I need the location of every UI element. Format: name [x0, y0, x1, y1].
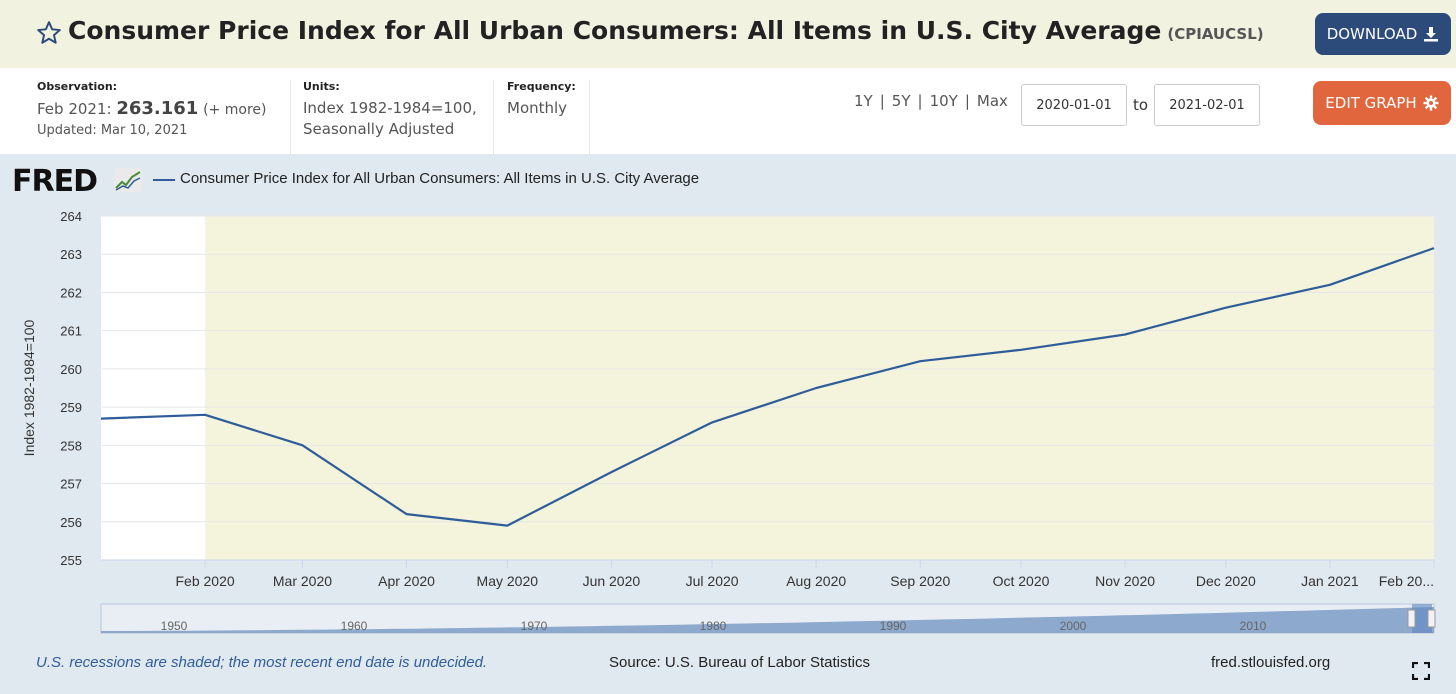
info-bar: Observation: Feb 2021: 263.161 (+ more) …: [0, 68, 1456, 154]
series-id: (CPIAUCSL): [1167, 25, 1264, 43]
to-label: to: [1133, 96, 1149, 114]
navigator-label: 1970: [521, 619, 548, 633]
x-tick-label: Jan 2021: [1301, 573, 1359, 589]
y-tick-label: 257: [60, 477, 82, 492]
range-max[interactable]: Max: [976, 92, 1008, 110]
divider: [290, 80, 291, 154]
divider: [589, 80, 590, 154]
x-tick-label: Nov 2020: [1095, 573, 1155, 589]
navigator-handle[interactable]: [1407, 609, 1416, 628]
x-tick-label: Sep 2020: [890, 573, 950, 589]
y-tick-label: 256: [60, 515, 82, 530]
units-line2: Seasonally Adjusted: [303, 120, 455, 138]
y-tick-label: 259: [60, 400, 82, 415]
fred-chart-icon: [114, 168, 142, 192]
x-tick-label: Jul 2020: [686, 573, 739, 589]
x-tick-label: Feb 2020: [176, 573, 235, 589]
range-10y[interactable]: 10Y: [929, 92, 958, 110]
legend-swatch: [153, 179, 175, 181]
y-tick-label: 261: [60, 324, 82, 339]
navigator-series: [101, 607, 1434, 633]
observation-more-link[interactable]: (+ more): [203, 102, 267, 118]
x-tick-label: Apr 2020: [378, 573, 435, 589]
range-selector: 1Y | 5Y | 10Y | Max: [854, 92, 1008, 110]
chart-area: FRED Consumer Price Index for All Urban …: [0, 154, 1456, 694]
navigator-label: 1950: [161, 619, 188, 633]
frequency-value: Monthly: [507, 99, 568, 117]
fred-logo[interactable]: FRED: [12, 164, 98, 199]
units-line1: Index 1982-1984=100,: [303, 99, 477, 117]
line-chart[interactable]: 255 256 257 258 259 260 261 262 263 264 Index 1982…: [0, 154, 1456, 644]
x-tick-label: Dec 2020: [1196, 573, 1256, 589]
star-icon[interactable]: [36, 20, 62, 46]
x-tick-label: Mar 2020: [273, 573, 332, 589]
observation-date: Feb 2021:: [37, 100, 112, 118]
range-1y[interactable]: 1Y: [854, 92, 873, 110]
x-tick-label: May 2020: [477, 573, 539, 589]
gear-icon: [1423, 95, 1439, 111]
navigator-handle[interactable]: [1427, 609, 1436, 628]
divider: [493, 80, 494, 154]
legend-label[interactable]: Consumer Price Index for All Urban Consu…: [180, 170, 700, 187]
fullscreen-icon[interactable]: [1412, 662, 1430, 680]
observation-line: Feb 2021: 263.161 (+ more): [37, 98, 266, 121]
navigator-label: 2010: [1240, 619, 1267, 633]
download-button[interactable]: DOWNLOAD: [1315, 13, 1451, 55]
site-link[interactable]: fred.stlouisfed.org: [1211, 654, 1331, 671]
recession-note: U.S. recessions are shaded; the most rec…: [36, 654, 488, 671]
y-tick-label: 260: [60, 362, 82, 377]
range-separator: |: [917, 92, 923, 110]
navigator-label: 1990: [880, 619, 907, 633]
updated-date: Updated: Mar 10, 2021: [37, 123, 188, 138]
navigator-label: 2000: [1060, 619, 1087, 633]
title-bar: Consumer Price Index for All Urban Consu…: [0, 0, 1456, 68]
start-date-input[interactable]: [1021, 84, 1127, 126]
x-tick-label: Jun 2020: [583, 573, 641, 589]
download-label: DOWNLOAD: [1326, 25, 1418, 43]
series-line: [100, 247, 1435, 527]
y-tick-label: 264: [60, 209, 82, 224]
page-title: Consumer Price Index for All Urban Consu…: [68, 16, 1264, 45]
frequency-block: Frequency: Monthly: [507, 80, 576, 119]
x-tick-label: Oct 2020: [993, 573, 1050, 589]
units-block: Units: Index 1982-1984=100, Seasonally A…: [303, 80, 477, 140]
end-date-input[interactable]: [1154, 84, 1260, 126]
source-text: Source: U.S. Bureau of Labor Statistics: [609, 654, 870, 671]
navigator-selection: [1412, 604, 1432, 633]
range-5y[interactable]: 5Y: [891, 92, 911, 110]
observation-label: Observation:: [37, 80, 118, 93]
x-tick-label: Aug 2020: [786, 573, 846, 589]
range-separator: |: [964, 92, 970, 110]
download-icon: [1424, 27, 1439, 42]
y-tick-label: 258: [60, 438, 82, 453]
y-tick-label: 255: [60, 553, 82, 568]
units-label: Units:: [303, 80, 340, 93]
observation-value: 263.161: [116, 98, 199, 119]
y-tick-label: 262: [60, 285, 82, 300]
navigator-label: 1960: [341, 619, 368, 633]
series-title: Consumer Price Index for All Urban Consu…: [68, 16, 1162, 45]
edit-graph-button[interactable]: EDIT GRAPH: [1313, 81, 1451, 125]
navigator-label: 1980: [700, 619, 727, 633]
x-tick-label: Feb 20...: [1379, 573, 1434, 589]
range-separator: |: [879, 92, 885, 110]
y-tick-label: 263: [60, 247, 82, 262]
frequency-label: Frequency:: [507, 80, 576, 93]
y-axis-label: Index 1982-1984=100: [21, 319, 37, 456]
observation-block: Observation: Feb 2021: 263.161 (+ more) …: [37, 80, 266, 138]
edit-graph-label: EDIT GRAPH: [1325, 94, 1417, 112]
